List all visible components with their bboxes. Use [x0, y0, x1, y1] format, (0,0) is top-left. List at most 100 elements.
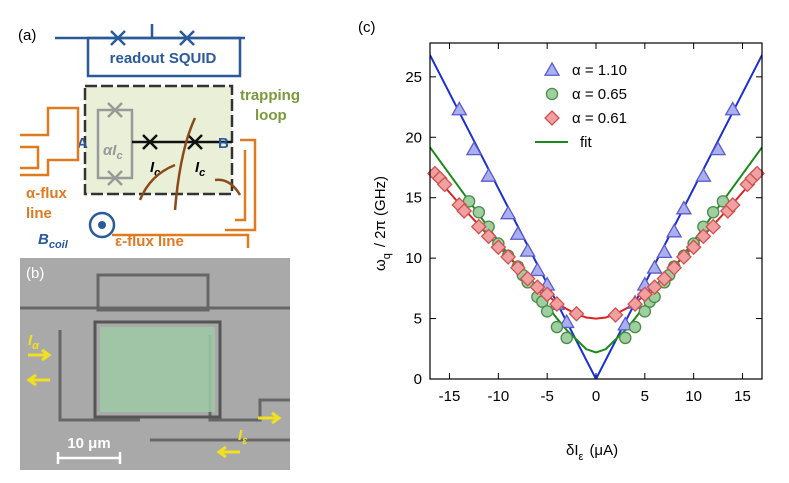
point [646, 279, 663, 296]
x-tick-label: -15 [439, 388, 461, 405]
alpha-ic: αIc [103, 142, 123, 162]
point [709, 141, 727, 156]
y-tick-label: 0 [414, 371, 422, 388]
i-eps: Iε [238, 427, 248, 447]
point [490, 239, 507, 256]
current-arrows [26, 348, 282, 459]
point [666, 259, 683, 276]
flux-arrows [138, 117, 242, 211]
point [499, 205, 517, 220]
point [509, 259, 526, 276]
y-axis-label: ωq / 2π (GHz) [372, 176, 393, 271]
point [470, 218, 487, 235]
point [724, 101, 741, 116]
trap-label: loop [255, 107, 287, 124]
point [472, 205, 486, 219]
point [560, 331, 573, 345]
panel-label: (a) [18, 27, 36, 44]
label-sub: ε [579, 451, 584, 463]
point [607, 307, 624, 323]
y-tick-label: 15 [405, 190, 422, 207]
point [529, 261, 546, 277]
fit-line [430, 54, 762, 379]
x-tick-label: -10 [488, 388, 510, 405]
scale-label: 10 μm [67, 435, 110, 452]
legend-label: α = 0.61 [572, 110, 627, 127]
point [724, 197, 741, 213]
point [695, 228, 712, 245]
label-sub: q [381, 253, 393, 259]
y-tick-label: 25 [405, 69, 422, 86]
point [480, 228, 497, 245]
point [519, 270, 536, 287]
qubit-region [100, 327, 215, 412]
point [706, 205, 720, 219]
bcoil-label: Bcoil [38, 231, 69, 251]
point [628, 320, 642, 334]
x-tick-label: 10 [685, 388, 702, 405]
label-main: ω [372, 259, 389, 271]
node-b: B [218, 135, 229, 152]
schematic: (a) readout SQUID trapping loop αIc Ic I… [18, 24, 300, 251]
squid-label: readout SQUID [110, 50, 217, 67]
point [568, 305, 585, 322]
x-tick-label: 0 [592, 388, 600, 405]
i-alpha: Iα [28, 332, 40, 352]
legend-marker [545, 87, 559, 101]
y-tick-label: 5 [414, 311, 422, 328]
point [656, 270, 673, 287]
point [695, 167, 712, 182]
point [627, 296, 643, 312]
point [675, 200, 693, 215]
legend-marker [543, 61, 561, 76]
point [558, 313, 575, 329]
point [665, 223, 683, 238]
eps-flux-label: ε-flux line [115, 233, 184, 250]
point [685, 239, 702, 256]
y-tick-label: 10 [405, 250, 422, 267]
flux-lines [20, 106, 257, 248]
point [675, 249, 692, 265]
x-axis-label: δIε (μA) [566, 442, 618, 463]
scale-bar [56, 452, 122, 464]
node-a: A [77, 135, 88, 152]
panel-label: (b) [26, 265, 44, 282]
label-main: δI [566, 442, 579, 459]
point [617, 316, 634, 331]
point [638, 305, 652, 318]
junctions [142, 134, 203, 150]
junctions [107, 102, 123, 186]
fit-line [430, 169, 762, 320]
point [500, 249, 517, 265]
point [539, 286, 556, 303]
bcoil-symbol [88, 211, 116, 239]
ic-label: Ic [150, 159, 160, 179]
point [705, 218, 722, 235]
point [656, 243, 673, 258]
point [550, 320, 564, 334]
point [456, 203, 473, 219]
legend-label: α = 0.65 [572, 86, 627, 103]
x-tick-label: -5 [541, 388, 554, 405]
fit-line [430, 146, 762, 354]
alpha-flux-label: line [26, 205, 52, 222]
panel-label: (c) [358, 19, 376, 36]
point [465, 141, 483, 156]
y-tick-label: 20 [405, 129, 422, 146]
point [619, 331, 632, 345]
trap-label: trapping [240, 87, 300, 104]
point [480, 167, 497, 182]
plot-frame [429, 42, 763, 380]
point [636, 286, 653, 303]
x-tick-label: 15 [734, 388, 751, 405]
x-tick-label: 5 [641, 388, 649, 405]
point [436, 176, 453, 193]
micrograph: (b) Iα Iε 10 μm [20, 258, 290, 470]
point [540, 305, 554, 318]
squid [55, 24, 245, 78]
label-rest: / 2π (GHz) [372, 176, 389, 247]
point [509, 225, 527, 240]
ic-label: Ic [195, 159, 205, 179]
point [549, 296, 565, 312]
